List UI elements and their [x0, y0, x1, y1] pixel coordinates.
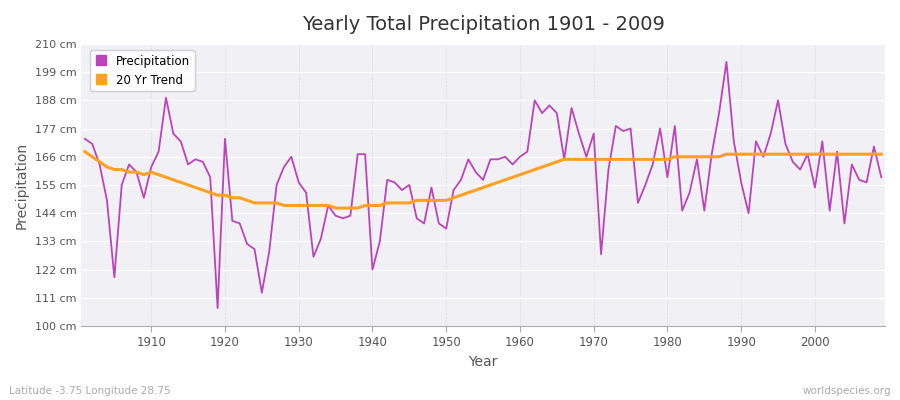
Precipitation	[515, 154, 526, 159]
20 Yr Trend	[610, 157, 621, 162]
Precipitation	[212, 306, 223, 310]
20 Yr Trend	[515, 172, 526, 177]
Text: worldspecies.org: worldspecies.org	[803, 386, 891, 396]
Precipitation	[522, 149, 533, 154]
Line: 20 Yr Trend: 20 Yr Trend	[85, 152, 881, 208]
Precipitation	[139, 195, 149, 200]
Legend: Precipitation, 20 Yr Trend: Precipitation, 20 Yr Trend	[90, 50, 194, 91]
Title: Yearly Total Precipitation 1901 - 2009: Yearly Total Precipitation 1901 - 2009	[302, 15, 664, 34]
Y-axis label: Precipitation: Precipitation	[15, 141, 29, 228]
Precipitation	[610, 124, 621, 128]
20 Yr Trend	[352, 206, 363, 210]
20 Yr Trend	[139, 172, 149, 177]
20 Yr Trend	[301, 203, 311, 208]
Precipitation	[79, 136, 90, 141]
Text: Latitude -3.75 Longitude 28.75: Latitude -3.75 Longitude 28.75	[9, 386, 171, 396]
20 Yr Trend	[79, 149, 90, 154]
20 Yr Trend	[522, 170, 533, 174]
20 Yr Trend	[330, 206, 341, 210]
Precipitation	[352, 152, 363, 156]
Precipitation	[721, 60, 732, 64]
X-axis label: Year: Year	[468, 355, 498, 369]
Precipitation	[876, 175, 886, 180]
Line: Precipitation: Precipitation	[85, 62, 881, 308]
Precipitation	[308, 254, 319, 259]
20 Yr Trend	[876, 152, 886, 156]
